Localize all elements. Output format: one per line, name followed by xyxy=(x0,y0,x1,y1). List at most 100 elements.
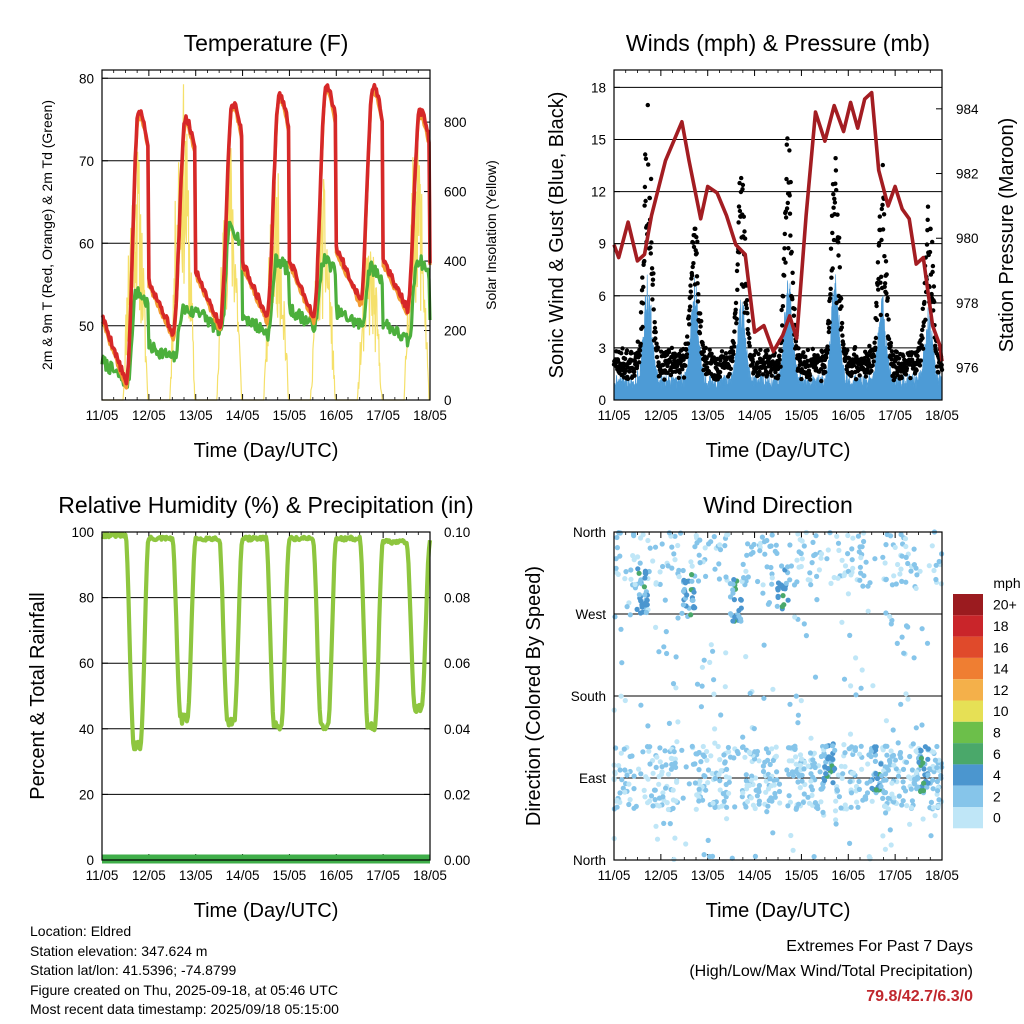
direction-point xyxy=(676,574,682,580)
gust-point xyxy=(619,351,624,356)
direction-point xyxy=(841,742,847,748)
direction-point xyxy=(795,712,802,718)
gust-point xyxy=(785,136,790,141)
gust-point xyxy=(805,358,810,363)
legend-swatch xyxy=(953,657,983,680)
direction-point xyxy=(913,725,919,731)
direction-point xyxy=(934,778,941,785)
gust-point xyxy=(733,300,739,306)
direction-point xyxy=(642,592,648,598)
extremes-title: Extremes For Past 7 Days xyxy=(786,938,973,955)
direction-point xyxy=(632,581,638,588)
direction-point xyxy=(654,754,660,760)
direction-point xyxy=(847,731,854,737)
x-tick-label: 17/05 xyxy=(366,868,400,883)
direction-point xyxy=(798,563,804,570)
direction-point xyxy=(863,559,869,565)
direction-point xyxy=(617,790,623,796)
direction-point xyxy=(716,804,722,810)
x-tick-label: 17/05 xyxy=(878,408,912,423)
direction-point xyxy=(635,566,641,572)
direction-point xyxy=(645,723,651,729)
direction-point xyxy=(825,547,831,553)
direction-point xyxy=(717,778,723,784)
direction-point xyxy=(750,549,756,556)
direction-point xyxy=(643,609,650,616)
direction-point xyxy=(772,794,778,800)
direction-point xyxy=(614,534,620,541)
direction-point xyxy=(911,546,917,552)
direction-point xyxy=(652,544,659,550)
direction-point xyxy=(789,758,795,764)
direction-point xyxy=(697,560,703,566)
direction-point xyxy=(841,676,848,682)
direction-point xyxy=(827,530,833,536)
direction-point xyxy=(767,776,773,782)
direction-point xyxy=(723,774,729,780)
direction-point xyxy=(812,674,819,680)
y-tick-label: 60 xyxy=(79,236,94,251)
direction-point xyxy=(644,744,651,750)
direction-point xyxy=(787,542,793,548)
direction-point xyxy=(911,655,917,661)
direction-point xyxy=(883,771,889,777)
gust-point xyxy=(777,357,782,362)
direction-point xyxy=(710,648,716,654)
direction-point xyxy=(638,598,644,604)
gust-point xyxy=(784,176,789,182)
direction-point xyxy=(710,800,716,806)
gust-point xyxy=(731,351,736,357)
direction-point xyxy=(907,753,913,760)
legend-swatch xyxy=(953,700,983,722)
direction-point xyxy=(722,543,728,549)
direction-point xyxy=(669,544,675,550)
gust-point xyxy=(734,321,739,326)
gust-point xyxy=(880,162,885,168)
gust-point xyxy=(827,296,833,301)
direction-point xyxy=(654,836,661,842)
direction-point xyxy=(673,798,679,804)
gust-point xyxy=(831,192,836,197)
gust-point xyxy=(739,175,744,181)
direction-point xyxy=(622,789,628,795)
direction-point xyxy=(627,753,633,760)
x-tick-label: 11/05 xyxy=(86,408,119,423)
direction-point xyxy=(688,612,694,618)
gust-point xyxy=(879,274,884,279)
direction-point xyxy=(721,798,727,804)
gust-point xyxy=(896,356,902,361)
gust-point xyxy=(888,340,894,346)
gust-point xyxy=(934,364,940,369)
direction-point xyxy=(716,561,722,567)
gust-point xyxy=(818,367,824,372)
direction-point xyxy=(688,559,694,565)
gust-point xyxy=(867,343,872,349)
gust-point xyxy=(904,366,910,371)
plot-border xyxy=(613,531,943,861)
x-tick-label: 15/05 xyxy=(785,408,819,423)
direction-point xyxy=(917,568,923,574)
direction-point xyxy=(617,553,623,559)
gust-point xyxy=(684,352,690,357)
gust-point xyxy=(666,350,672,355)
gust-point xyxy=(895,373,900,378)
direction-point xyxy=(779,603,786,610)
direction-point xyxy=(740,734,746,740)
direction-point xyxy=(842,802,848,808)
direction-point xyxy=(793,693,799,699)
direction-point xyxy=(786,793,792,799)
y-axis-label: 2m & 9m T (Red, Orange) & 2m Td (Green) xyxy=(39,100,55,370)
gust-point xyxy=(778,364,783,369)
direction-point xyxy=(872,556,878,562)
direction-point xyxy=(899,634,905,640)
direction-point xyxy=(696,552,702,558)
y-tick-label: 0 xyxy=(598,393,606,408)
direction-point xyxy=(749,544,755,550)
direction-point xyxy=(805,763,811,769)
direction-point xyxy=(905,624,911,630)
direction-point xyxy=(624,604,630,610)
direction-point xyxy=(860,583,866,589)
y-tick-label: 100 xyxy=(71,525,94,540)
gust-point xyxy=(930,239,935,245)
direction-point xyxy=(739,794,745,800)
